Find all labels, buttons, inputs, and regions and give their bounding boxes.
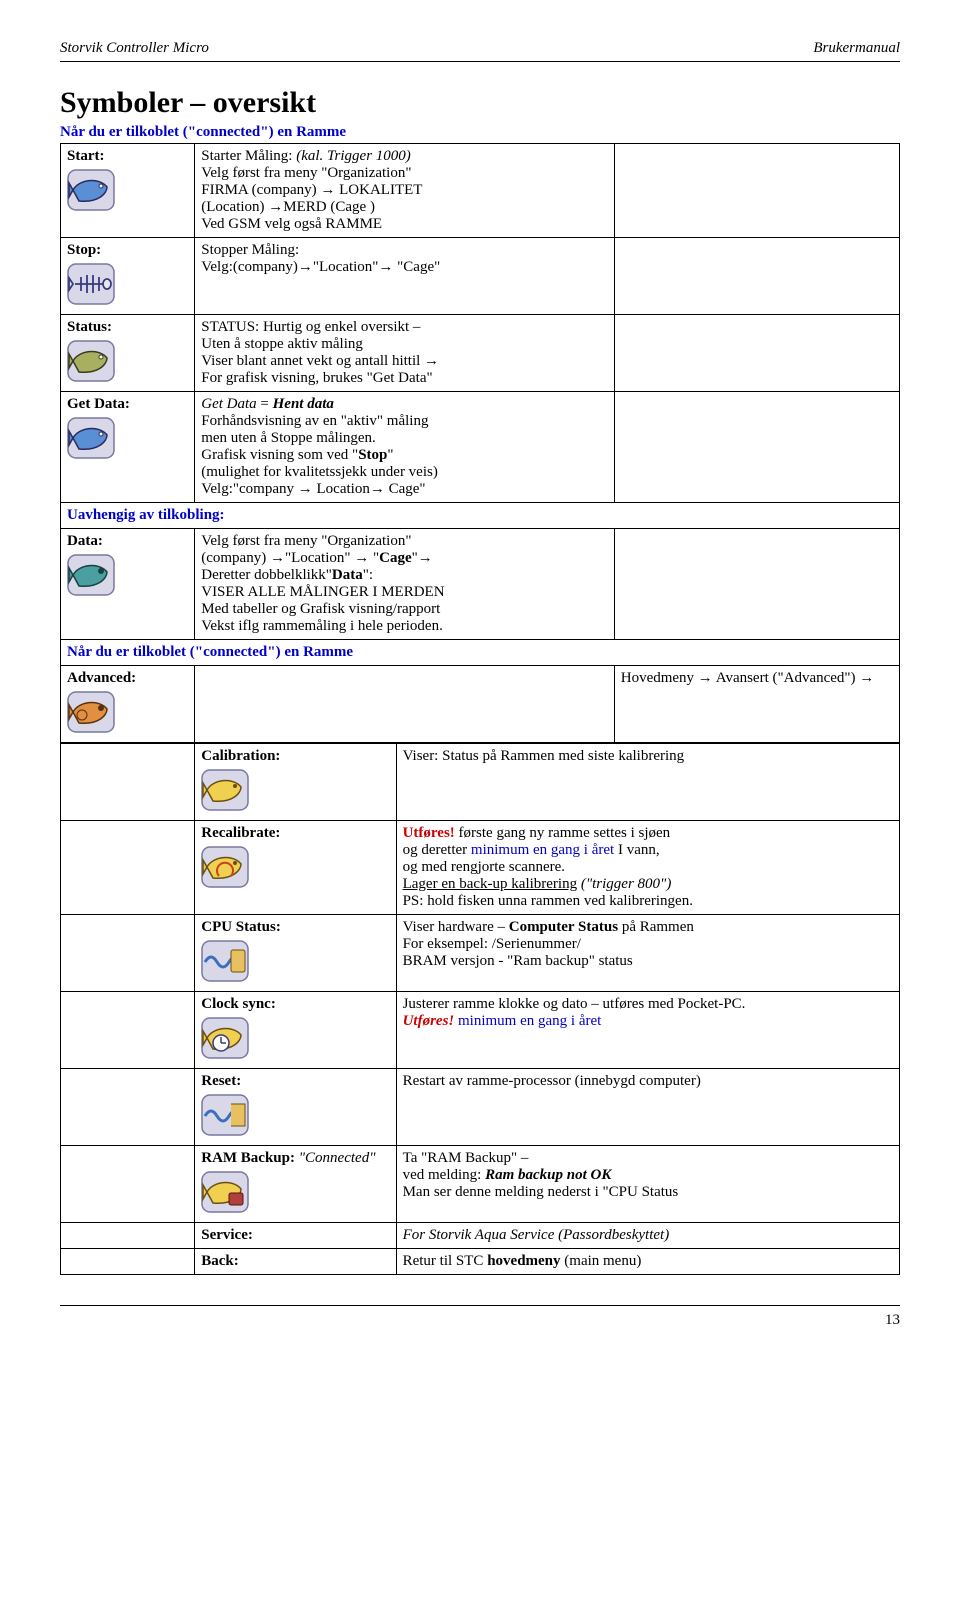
label-clock-sync: Clock sync: xyxy=(201,996,276,1012)
label-cpu-status: CPU Status: xyxy=(201,919,281,935)
section-independent: Uavhengig av tilkobling: xyxy=(61,503,900,529)
desc-data: Velg først fra meny "Organization" (comp… xyxy=(195,529,615,640)
desc-clock-sync: Justerer ramme klokke og dato – utføres … xyxy=(396,992,899,1069)
desc-recalibrate: Utføres! første gang ny ramme settes i s… xyxy=(396,821,899,915)
row-recalibrate: Recalibrate: Utføres! første gang ny ram… xyxy=(61,821,900,915)
row-back: Back: Retur til STC hovedmeny (main menu… xyxy=(61,1249,900,1275)
row-cpu-status: CPU Status: Viser hardware – Computer St… xyxy=(61,915,900,992)
symbols-table: Start: Starter Måling: (kal. Trigger 100… xyxy=(60,143,900,743)
desc-advanced xyxy=(195,666,615,743)
clock-sync-icon xyxy=(201,1017,249,1059)
label-ram-backup: RAM Backup: "Connected" xyxy=(201,1150,375,1166)
row-section-3: Når du er tilkoblet ("connected") en Ram… xyxy=(61,640,900,666)
page-title: Symboler – oversikt xyxy=(60,86,900,120)
desc-back: Retur til STC hovedmeny (main menu) xyxy=(396,1249,899,1275)
row-getdata: Get Data: Get Data = Hent data Forhåndsv… xyxy=(61,392,900,503)
right-getdata xyxy=(614,392,899,503)
section-connected-1: Når du er tilkoblet ("connected") en Ram… xyxy=(60,124,900,141)
right-data xyxy=(614,529,899,640)
cpu-status-icon xyxy=(201,940,249,982)
desc-calibration: Viser: Status på Rammen med siste kalibr… xyxy=(396,744,899,821)
advanced-subtable: Calibration: Viser: Status på Rammen med… xyxy=(60,743,900,1275)
right-advanced: Hovedmeny → Avansert ("Advanced") → xyxy=(614,666,899,743)
right-stop xyxy=(614,238,899,315)
desc-service: For Storvik Aqua Service (Passordbeskytt… xyxy=(396,1223,899,1249)
label-advanced: Advanced: xyxy=(67,670,136,686)
right-status xyxy=(614,315,899,392)
desc-stop: Stopper Måling: Velg:(company)→"Location… xyxy=(195,238,615,315)
advanced-icon xyxy=(67,691,115,733)
calibration-icon xyxy=(201,769,249,811)
status-icon xyxy=(67,340,115,382)
desc-start: Starter Måling: (kal. Trigger 1000) Velg… xyxy=(195,144,615,238)
label-service: Service: xyxy=(195,1223,396,1249)
data-icon xyxy=(67,554,115,596)
label-status: Status: xyxy=(67,319,112,335)
label-back: Back: xyxy=(195,1249,396,1275)
desc-ram-backup: Ta "RAM Backup" – ved melding: Ram backu… xyxy=(396,1146,899,1223)
row-service: Service: For Storvik Aqua Service (Passo… xyxy=(61,1223,900,1249)
header-right: Brukermanual xyxy=(813,40,900,57)
ram-backup-icon xyxy=(201,1171,249,1213)
row-ram-backup: RAM Backup: "Connected" Ta "RAM Backup" … xyxy=(61,1146,900,1223)
page-header: Storvik Controller Micro Brukermanual xyxy=(60,40,900,57)
label-data: Data: xyxy=(67,533,103,549)
label-stop: Stop: xyxy=(67,242,101,258)
recalibrate-icon xyxy=(201,846,249,888)
label-getdata: Get Data: xyxy=(67,396,130,412)
desc-cpu-status: Viser hardware – Computer Status på Ramm… xyxy=(396,915,899,992)
row-calibration: Calibration: Viser: Status på Rammen med… xyxy=(61,744,900,821)
desc-getdata: Get Data = Hent data Forhåndsvisning av … xyxy=(195,392,615,503)
section-connected-2: Når du er tilkoblet ("connected") en Ram… xyxy=(61,640,900,666)
reset-icon xyxy=(201,1094,249,1136)
stop-icon xyxy=(67,263,115,305)
label-start: Start: xyxy=(67,148,105,164)
row-data: Data: Velg først fra meny "Organization"… xyxy=(61,529,900,640)
header-left: Storvik Controller Micro xyxy=(60,40,209,57)
desc-reset: Restart av ramme-processor (innebygd com… xyxy=(396,1069,899,1146)
right-start xyxy=(614,144,899,238)
label-reset: Reset: xyxy=(201,1073,241,1089)
row-advanced: Advanced: Hovedmeny → Avansert ("Advance… xyxy=(61,666,900,743)
row-reset: Reset: Restart av ramme-processor (inneb… xyxy=(61,1069,900,1146)
page-number: 13 xyxy=(60,1312,900,1329)
desc-status: STATUS: Hurtig og enkel oversikt – Uten … xyxy=(195,315,615,392)
row-section-2: Uavhengig av tilkobling: xyxy=(61,503,900,529)
header-rule xyxy=(60,61,900,62)
row-status: Status: STATUS: Hurtig og enkel oversikt… xyxy=(61,315,900,392)
row-clock-sync: Clock sync: Justerer ramme klokke og dat… xyxy=(61,992,900,1069)
footer-rule xyxy=(60,1305,900,1306)
getdata-icon xyxy=(67,417,115,459)
label-calibration: Calibration: xyxy=(201,748,280,764)
start-icon xyxy=(67,169,115,211)
label-recalibrate: Recalibrate: xyxy=(201,825,280,841)
row-start: Start: Starter Måling: (kal. Trigger 100… xyxy=(61,144,900,238)
row-stop: Stop: xyxy=(61,238,900,315)
